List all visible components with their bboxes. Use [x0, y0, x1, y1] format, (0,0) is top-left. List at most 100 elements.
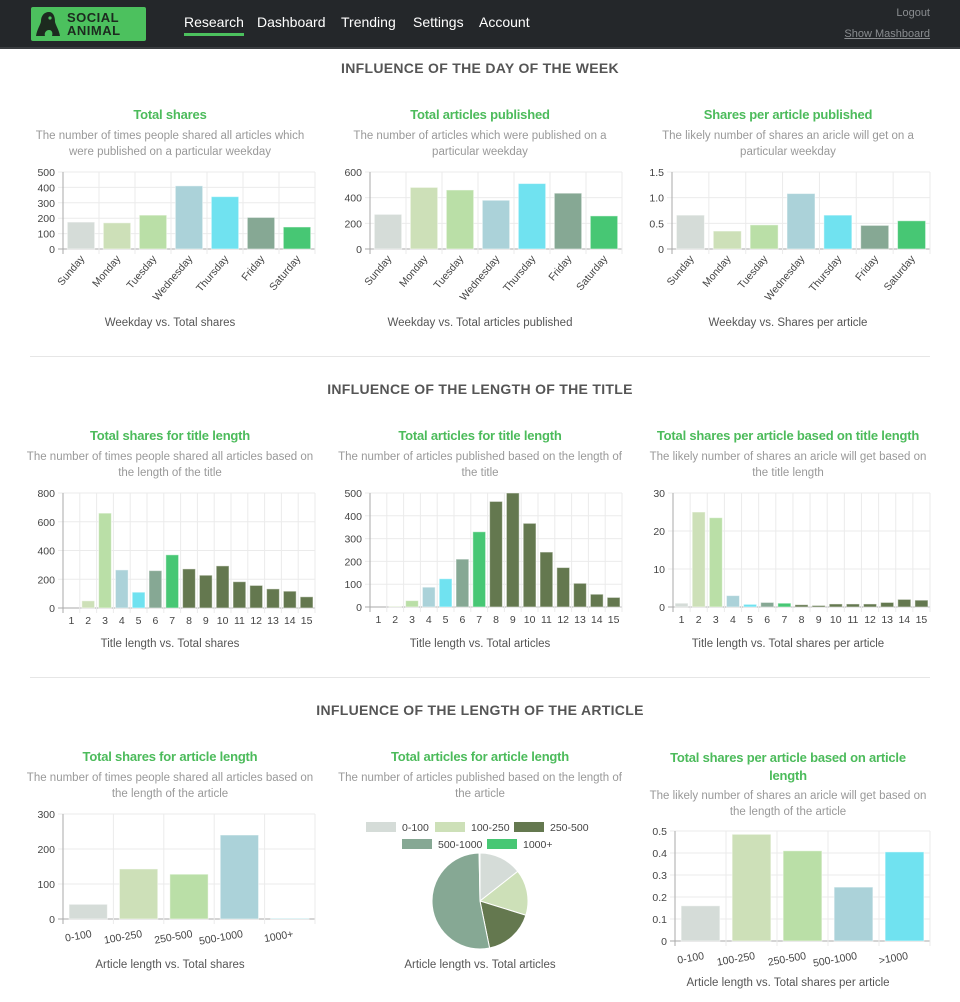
chart-title: Total shares per article based on articl…: [658, 749, 918, 785]
x-tick-label: 250-500: [767, 950, 807, 969]
y-tick-label: 0.5: [652, 826, 667, 838]
x-tick-label: 3: [713, 614, 719, 626]
y-tick-label: 800: [37, 488, 55, 500]
y-tick-label: 200: [37, 574, 55, 586]
y-tick-label: 300: [344, 534, 362, 546]
bar: [861, 225, 889, 249]
x-tick-label: 0-100: [676, 950, 705, 967]
y-tick-label: 600: [37, 517, 55, 529]
x-tick-label: Tuesday: [431, 253, 466, 292]
bar: [607, 597, 620, 607]
bar: [709, 518, 722, 607]
bar: [211, 197, 238, 249]
x-tick-label: 4: [426, 614, 432, 626]
chart-subtitle: The likely number of shares an aricle wi…: [643, 128, 933, 160]
bar: [812, 605, 825, 607]
bar: [446, 190, 473, 249]
x-tick-label: 0-100: [64, 928, 93, 945]
y-tick-label: 20: [653, 526, 665, 538]
chart-card-articles-title-length: Total articles for title length The numb…: [330, 321, 630, 681]
bar: [82, 601, 95, 608]
y-tick-label: 0: [356, 602, 362, 614]
x-tick-label: 2: [85, 615, 91, 627]
x-tick-label: 1: [679, 614, 685, 626]
chart-subtitle: The number of articles published based o…: [335, 770, 625, 802]
chart-subtitle: The number of times people shared all ar…: [25, 770, 315, 802]
bar: [778, 603, 791, 607]
section-title-length: INFLUENCE OF THE LENGTH OF THE TITLE Tot…: [0, 321, 960, 642]
chart-caption: Article length vs. Total articles: [330, 959, 630, 971]
x-tick-label: 11: [234, 615, 245, 627]
chart-title: Total articles published: [330, 107, 630, 122]
bar: [574, 583, 587, 607]
x-tick-label: 10: [217, 615, 229, 627]
bar: [681, 906, 720, 941]
y-tick-label: 0.5: [649, 218, 664, 230]
legend-label: 250-500: [550, 822, 589, 834]
x-tick-label: 15: [608, 614, 620, 626]
chart-card-shares-title-length: Total shares for title length The number…: [20, 321, 320, 681]
y-tick-label: 500: [37, 167, 55, 179]
bar: [103, 223, 130, 249]
bar: [67, 222, 94, 249]
x-tick-label: Tuesday: [736, 253, 771, 292]
x-tick-label: 7: [781, 614, 787, 626]
x-tick-label: 1000+: [263, 928, 294, 945]
y-tick-label: 0.3: [652, 870, 667, 882]
bar: [732, 834, 771, 941]
bar: [846, 604, 859, 607]
x-tick-label: 12: [250, 615, 262, 627]
chart-title: Shares per article published: [638, 107, 938, 122]
bar: [170, 874, 208, 919]
bar: [69, 904, 107, 919]
chart-title: Total shares for article length: [20, 749, 320, 764]
x-tick-label: 14: [284, 615, 296, 627]
chart-subtitle: The number of articles which were publis…: [335, 128, 625, 160]
section-article-length: INFLUENCE OF THE LENGTH OF THE ARTICLE T…: [0, 642, 960, 963]
chart-subtitle: The number of times people shared all ar…: [25, 449, 315, 481]
x-tick-label: 2: [696, 614, 702, 626]
chart-card-articles-weekday: Total articles published The number of a…: [330, 0, 630, 360]
legend-label: 500-1000: [438, 839, 483, 851]
y-tick-label: 200: [37, 213, 55, 225]
bar: [744, 604, 757, 607]
bar: [881, 602, 894, 607]
chart-subtitle: The likely number of shares an aricle wi…: [643, 449, 933, 481]
section-day-of-week: INFLUENCE OF THE DAY OF THE WEEK Total s…: [0, 0, 960, 321]
chart-title: Total shares: [20, 107, 320, 122]
bar: [554, 193, 581, 249]
y-tick-label: 200: [37, 844, 55, 856]
bar: [557, 568, 570, 607]
bar: [713, 231, 741, 249]
x-tick-label: 1: [375, 614, 381, 626]
x-tick-label: 9: [510, 614, 516, 626]
bar: [183, 569, 196, 608]
bar: [540, 552, 553, 607]
legend-swatch: [435, 822, 465, 832]
y-tick-label: 10: [653, 564, 665, 576]
x-tick-label: 15: [301, 615, 313, 627]
x-tick-label: Sunday: [55, 253, 88, 289]
bar: [233, 582, 246, 608]
bar: [250, 585, 263, 608]
bar: [115, 570, 128, 608]
x-tick-label: 11: [847, 614, 858, 626]
x-tick-label: 1: [68, 615, 74, 627]
bar: [523, 523, 536, 607]
bar: [824, 215, 852, 249]
x-tick-label: 10: [830, 614, 842, 626]
chart-title: Total articles for title length: [330, 428, 630, 443]
bar: [300, 597, 313, 608]
bar: [220, 835, 258, 919]
chart-card-articles-article-length: Total articles for article length The nu…: [330, 642, 630, 1002]
bar: [783, 851, 822, 941]
x-tick-label: 8: [493, 614, 499, 626]
x-tick-label: 4: [119, 615, 125, 627]
x-tick-label: 13: [574, 614, 586, 626]
chart-card-shares-per-article-article-length: Total shares per article based on articl…: [638, 642, 938, 1002]
bar: [898, 221, 926, 249]
bar: [166, 555, 179, 608]
bar: [456, 559, 469, 607]
